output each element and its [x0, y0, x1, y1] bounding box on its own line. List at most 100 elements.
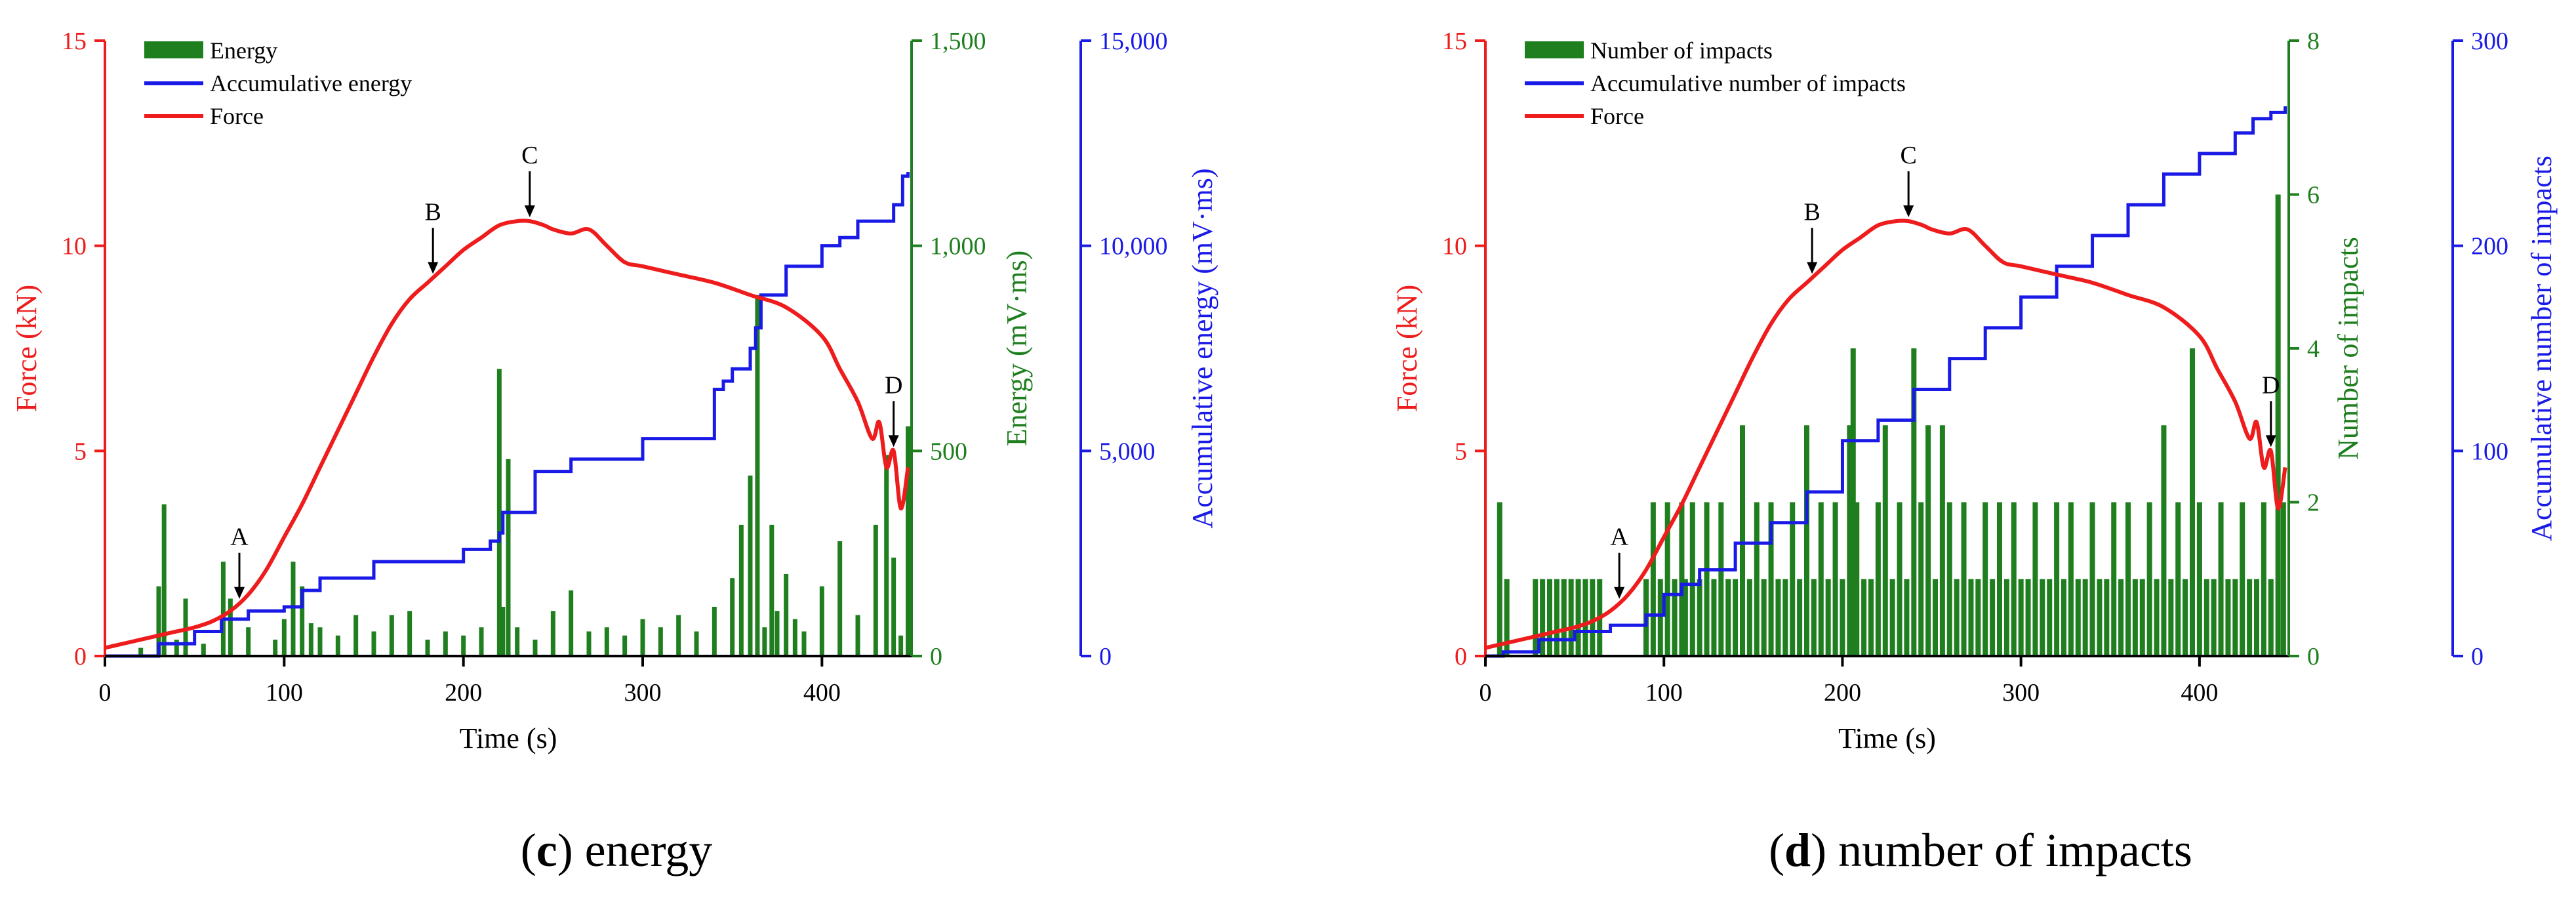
y-right2-tick-label: 5,000 [1099, 438, 1156, 465]
bar [1682, 579, 1688, 656]
y-right2-tick-label: 300 [2471, 28, 2508, 55]
legend-label-bars: Number of impacts [1590, 37, 1773, 64]
annotation-label-C: C [521, 142, 538, 169]
bar [676, 615, 681, 656]
bar [1840, 579, 1845, 656]
x-tick-label: 300 [624, 679, 662, 707]
bar [891, 557, 896, 656]
annotation-arrowhead-B [1807, 262, 1818, 274]
bar [762, 627, 767, 656]
bar [183, 598, 188, 656]
annotation-arrowhead-B [428, 262, 439, 274]
bar [2032, 502, 2038, 656]
bar [1818, 502, 1824, 656]
bar [407, 611, 413, 656]
bar [2003, 579, 2009, 656]
bar [500, 606, 506, 656]
bar [353, 615, 359, 656]
bar [769, 524, 775, 656]
x-tick-label: 200 [445, 679, 482, 707]
bar [640, 619, 645, 656]
y-right1-tick-label: 6 [2307, 182, 2320, 209]
bar [506, 459, 511, 656]
bar [533, 639, 538, 656]
caption-c: (c) energy [520, 824, 713, 876]
bar [1997, 502, 2002, 656]
y-left-tick-label: 5 [74, 438, 87, 465]
annotation-label-B: B [425, 198, 441, 226]
y-left-label: Force (kN) [1391, 285, 1423, 412]
x-tick-label: 0 [1479, 679, 1492, 707]
bar [1533, 579, 1539, 656]
bar [273, 639, 278, 656]
bar [1911, 348, 1917, 656]
bar [1939, 425, 1945, 656]
bar [1832, 502, 1838, 656]
bar [2018, 579, 2024, 656]
bar [1561, 579, 1567, 656]
bar [2132, 579, 2138, 656]
bar [2054, 502, 2060, 656]
accumulative-line [105, 172, 910, 658]
bar [2125, 502, 2131, 656]
bar [1711, 579, 1717, 656]
y-left-tick-label: 5 [1455, 438, 1467, 465]
bar [730, 578, 735, 656]
x-tick-label: 400 [2181, 679, 2218, 707]
bar [2268, 579, 2274, 656]
bar [1854, 502, 1860, 656]
bar [1582, 579, 1588, 656]
bar [873, 524, 878, 656]
y-right1-tick-label: 4 [2307, 335, 2320, 363]
bar [2061, 579, 2066, 656]
bar [2161, 425, 2167, 656]
caption-c-text: energy [584, 824, 713, 876]
bar [837, 541, 843, 656]
bar [1650, 502, 1656, 656]
bar [1782, 579, 1788, 656]
bar [2175, 502, 2181, 656]
bar [2261, 502, 2266, 656]
legend-label-accumulative: Accumulative energy [210, 70, 412, 96]
bar [1540, 579, 1546, 656]
y-right2-tick-label: 100 [2471, 438, 2508, 465]
x-tick-label: 100 [266, 679, 303, 707]
bar [1875, 502, 1881, 656]
y-left-label: Force (kN) [10, 285, 43, 412]
force-line [104, 218, 910, 650]
annotation-arrowhead-D [888, 435, 899, 447]
bar [2075, 579, 2081, 656]
annotation-arrowhead-D [2265, 435, 2276, 447]
force-line [1485, 218, 2287, 650]
legend-label-force: Force [1590, 103, 1644, 129]
bar [2232, 579, 2238, 656]
bar [1575, 579, 1581, 656]
bar [300, 586, 305, 656]
bar [156, 586, 161, 656]
bar [228, 598, 233, 656]
y-right1-tick-label: 0 [930, 643, 942, 670]
bar [1504, 579, 1510, 656]
bar [2097, 579, 2103, 656]
bar [1775, 579, 1781, 656]
x-tick-label: 300 [2002, 679, 2040, 707]
bar [1733, 579, 1739, 656]
bar [161, 504, 167, 656]
bar [1746, 579, 1752, 656]
bar [246, 627, 251, 656]
bar [389, 615, 394, 656]
bar [2154, 579, 2160, 656]
bar [515, 627, 520, 656]
bar [2104, 579, 2110, 656]
annotation-label-D: D [885, 371, 902, 399]
bar [748, 475, 753, 656]
bar [1554, 579, 1560, 656]
bar [335, 635, 340, 656]
bar [738, 524, 744, 656]
bar [1797, 579, 1803, 656]
bar [1568, 579, 1574, 656]
annotation-label-D: D [2262, 371, 2280, 399]
bar [2225, 579, 2231, 656]
bar [1768, 502, 1774, 656]
